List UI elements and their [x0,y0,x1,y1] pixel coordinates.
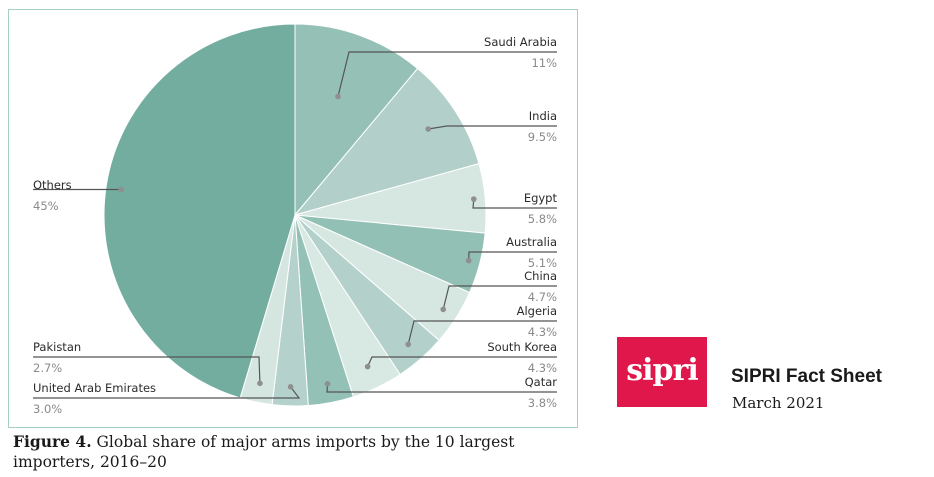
fact-sheet-title: SIPRI Fact Sheet [731,366,882,387]
leader-dot-australia [465,257,472,264]
slice-label-pakistan: Pakistan [33,340,81,354]
slice-value-algeria: 4.3% [528,325,557,339]
slice-label-australia: Australia [506,235,557,249]
leader-dot-egypt [471,196,477,202]
slice-label-china: China [524,269,557,283]
slice-label-saudi-arabia: Saudi Arabia [484,35,557,49]
figure-label: Figure 4. [13,432,92,451]
leader-line-south-korea [367,356,557,367]
chart-frame: Saudi Arabia 11% India 9.5% Egypt 5.8% Austral… [8,9,578,428]
slice-label-algeria: Algeria [517,304,557,318]
leader-dot-algeria [405,341,412,348]
slice-value-pakistan: 2.7% [33,361,62,375]
leader-line-pakistan [33,356,261,384]
leader-line-india [428,125,557,130]
slice-label-united-arab-emirates: United Arab Emirates [33,381,156,395]
slice-value-china: 4.7% [528,290,557,304]
pie-slice-india [293,67,480,216]
slice-value-australia: 5.1% [528,256,557,270]
leader-line-saudi-arabia [337,51,557,97]
figure-caption: Figure 4. Global share of major arms imp… [13,432,573,472]
figure-caption-text: Global share of major arms imports by th… [13,433,515,471]
pie-chart: Saudi Arabia 11% India 9.5% Egypt 5.8% Austral… [33,23,558,416]
leader-dot-pakistan [257,380,263,387]
sipri-logo: sipri [617,337,707,407]
slice-value-south-korea: 4.3% [528,361,557,375]
slice-label-south-korea: South Korea [487,340,557,354]
leader-dot-qatar [324,381,331,387]
leader-line-egypt [472,199,557,209]
leader-line-china [442,285,557,310]
leader-dot-south-korea [364,363,371,370]
leader-line-united-arab-emirates [33,386,301,399]
slice-value-india: 9.5% [528,130,557,144]
leader-dot-united-arab-emirates [287,384,294,390]
pie-slice-saudi-arabia [294,23,419,217]
leader-dot-china [440,306,447,313]
slice-value-others: 45% [33,199,59,213]
pie-slice-others [103,23,296,399]
slice-value-united-arab-emirates: 3.0% [33,402,62,416]
slice-value-qatar: 3.8% [528,396,557,410]
fact-sheet-date: March 2021 [732,394,825,412]
slice-label-egypt: Egypt [524,191,558,205]
leader-dot-saudi-arabia [335,93,341,100]
slice-label-qatar: Qatar [525,375,558,389]
leader-line-australia [468,251,557,261]
slice-label-others: Others [33,178,72,192]
leader-dot-others [118,186,124,193]
sipri-logo-text: sipri [626,352,698,388]
slice-value-saudi-arabia: 11% [531,56,557,70]
slice-label-india: India [529,109,557,123]
leader-dot-india [425,126,432,132]
leader-line-algeria [407,320,557,345]
slice-value-egypt: 5.8% [528,212,557,226]
